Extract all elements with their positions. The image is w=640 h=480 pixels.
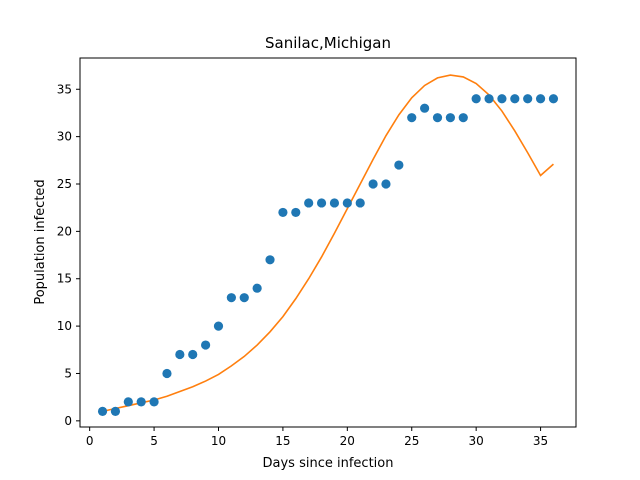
data-point xyxy=(510,94,520,104)
data-point xyxy=(123,397,133,407)
x-tick-label: 5 xyxy=(150,434,158,448)
data-point xyxy=(265,255,275,265)
data-point xyxy=(471,94,481,104)
y-tick-label: 0 xyxy=(64,414,72,428)
x-tick-label: 10 xyxy=(211,434,226,448)
x-tick-label: 0 xyxy=(86,434,94,448)
y-tick-label: 20 xyxy=(57,224,72,238)
data-point xyxy=(188,349,198,360)
data-point xyxy=(458,113,468,123)
y-tick-label: 25 xyxy=(57,177,72,191)
data-point xyxy=(252,283,262,293)
x-tick-label: 35 xyxy=(533,434,548,448)
data-point xyxy=(407,113,417,123)
data-point xyxy=(484,94,494,104)
data-point xyxy=(291,207,301,218)
fit-curve-line xyxy=(102,74,554,413)
data-point xyxy=(432,113,443,123)
data-point xyxy=(548,94,559,104)
x-axis: 0 5 10 15 20 25 30 35 xyxy=(86,427,548,448)
data-point xyxy=(110,406,121,416)
plot-area xyxy=(79,57,577,428)
data-point xyxy=(97,406,108,416)
data-point xyxy=(445,113,455,123)
data-point xyxy=(342,198,352,208)
y-axis-label: Population infected xyxy=(33,179,48,304)
x-axis-label: Days since infection xyxy=(263,456,394,471)
data-point xyxy=(175,349,185,360)
y-tick-label: 5 xyxy=(64,366,72,380)
x-tick-label: 30 xyxy=(469,434,484,448)
x-tick-label: 20 xyxy=(340,434,355,448)
data-point xyxy=(149,397,159,407)
y-tick-label: 15 xyxy=(57,272,72,286)
data-point xyxy=(213,321,224,331)
y-tick-label: 35 xyxy=(57,82,72,96)
data-point xyxy=(162,368,172,379)
data-point xyxy=(278,207,288,218)
chart-title: Sanilac,Michigan xyxy=(265,34,391,52)
data-point xyxy=(226,293,236,303)
data-point xyxy=(368,179,378,189)
data-point xyxy=(535,94,546,104)
data-point xyxy=(420,103,430,113)
data-point xyxy=(201,340,211,350)
series-layer xyxy=(97,74,559,416)
data-point xyxy=(239,293,249,303)
data-point xyxy=(394,160,404,170)
y-tick-label: 30 xyxy=(57,130,72,144)
y-axis: 0 5 10 15 20 25 30 35 xyxy=(57,82,80,428)
data-point xyxy=(497,94,507,104)
data-point xyxy=(316,198,327,208)
x-tick-label: 15 xyxy=(275,434,290,448)
data-point xyxy=(523,94,533,104)
data-point xyxy=(136,397,146,407)
x-tick-label: 25 xyxy=(404,434,419,448)
data-point xyxy=(304,198,314,208)
data-point xyxy=(329,198,340,208)
data-point xyxy=(381,179,391,189)
y-tick-label: 10 xyxy=(57,319,72,333)
data-point xyxy=(355,198,365,208)
